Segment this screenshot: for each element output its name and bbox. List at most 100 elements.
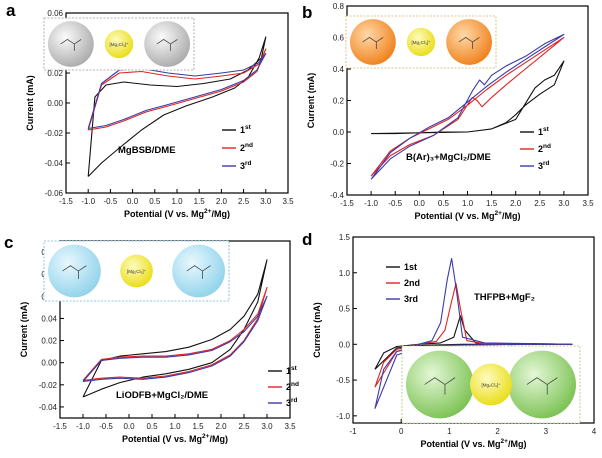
x-tick-label: 3.0: [261, 422, 273, 431]
y-tick-label: 0.02: [47, 69, 63, 78]
inset-schematic: [Mg₂Cl₃]⁺: [345, 15, 497, 69]
cation-label: [Mg₂Cl₃]⁺: [482, 383, 502, 388]
inset-schematic: [Mg₂Cl₃]⁺: [43, 240, 230, 302]
x-tick-label: -1.5: [53, 422, 67, 431]
x-axis-label: Potential (V vs. Mg2+/Mg): [415, 210, 521, 221]
panel-label: c: [4, 233, 13, 252]
y-tick-label: -1.0: [336, 412, 350, 421]
anion-sphere: [508, 350, 576, 419]
y-axis-label: Current (mA): [312, 302, 322, 358]
x-tick-label: -0.5: [388, 199, 402, 208]
x-tick-label: 1.0: [169, 422, 181, 431]
legend-label: 2nd: [240, 142, 253, 153]
x-tick-label: -1.0: [81, 197, 95, 206]
y-tick-label: -0.4: [330, 191, 344, 200]
x-tick-label: 3.0: [260, 197, 272, 206]
x-tick-label: 0.5: [438, 199, 450, 208]
series-line-cycle-2: [87, 48, 267, 131]
y-axis-label: Current (mA): [25, 75, 35, 131]
y-tick-label: 0.4: [333, 65, 345, 74]
legend-label: 2nd: [404, 278, 420, 288]
cation-label: [Mg₂Cl₃]⁺: [110, 42, 130, 47]
cation-sphere: [120, 254, 153, 288]
legend-label: 1st: [286, 365, 298, 376]
x-axis-label: Potential (V vs. Mg2+/Mg): [124, 208, 230, 219]
x-tick-label: 0.0: [127, 197, 139, 206]
anion-sphere: [48, 244, 101, 298]
x-tick-label: 3.0: [558, 199, 570, 208]
series-line-cycle-3: [82, 295, 268, 383]
y-tick-label: -0.06: [45, 189, 64, 198]
y-tick-label: 0.0: [333, 128, 345, 137]
y-tick-label: 1.5: [339, 233, 351, 242]
molecule-sketch: [526, 377, 558, 395]
x-tick-label: 2.0: [510, 199, 522, 208]
molecule-sketch: [60, 39, 82, 51]
legend-label: 2nd: [286, 381, 299, 392]
x-tick-label: 2.0: [216, 197, 228, 206]
panel-a: a -1.5 -1.0 -0.5 0.0 0.5 1.0 1.5 2.0 2.5 3.0 3.5 -0.…: [6, 1, 294, 219]
x-tick-label: -0.5: [104, 197, 118, 206]
x-tick-label: -1: [349, 427, 357, 436]
panel-label: b: [302, 3, 312, 22]
cation-label: [Mg₂Cl₃]⁺: [127, 269, 147, 274]
cation-sphere: [406, 27, 436, 57]
x-tick-label: 1.5: [194, 197, 206, 206]
series-line-cycle-1: [82, 259, 268, 398]
anion-sphere: [406, 350, 474, 419]
molecule-sketch: [186, 265, 211, 279]
series-line-cycle-3: [370, 33, 565, 180]
x-tick-label: 3.5: [582, 199, 594, 208]
anion-sphere: [446, 19, 492, 65]
series-line-cycle-2: [82, 286, 268, 381]
series-line-cycle-1: [87, 36, 267, 177]
panel-c: c -1.5 -1.0 -0.5 0.0 0.5 1.0 1.5 2.0 2.5 3.0 3.5 -0.…: [4, 233, 299, 444]
y-tick-label: 0.02: [41, 337, 57, 346]
x-tick-label: 2.5: [534, 199, 546, 208]
y-tick-label: -0.02: [39, 381, 58, 390]
y-tick-label: -0.04: [39, 403, 58, 412]
x-tick-label: 3.5: [282, 197, 294, 206]
anion-sphere: [172, 244, 226, 298]
x-axis-label: Potential (V vs. Mg2+/Mg): [421, 438, 527, 449]
x-tick-label: -0.5: [99, 422, 113, 431]
chart-annotation: B(Ar)₃+MgCl₂/DME: [406, 152, 491, 163]
y-axis-label: Current (mA): [306, 73, 316, 129]
molecule-sketch: [362, 37, 384, 49]
inset-schematic: [Mg₂Cl₃]⁺: [43, 17, 195, 71]
x-tick-label: 1: [447, 427, 452, 436]
y-tick-label: 0.04: [41, 314, 57, 323]
y-tick-label: 0.00: [47, 99, 63, 108]
x-tick-label: -1.0: [76, 422, 90, 431]
molecule-sketch: [424, 377, 456, 395]
x-tick-label: 1.5: [486, 199, 498, 208]
molecule-sketch: [458, 37, 480, 49]
x-tick-label: -1.5: [59, 197, 73, 206]
y-axis-label: Current (mA): [19, 302, 29, 358]
y-tick-label: 0.00: [41, 359, 57, 368]
cation-sphere: [469, 363, 513, 406]
panel-label: d: [302, 230, 312, 249]
x-tick-label: -1.0: [364, 199, 378, 208]
x-tick-label: 1.5: [192, 422, 204, 431]
panel-d: d -1 0 1 2 3 4 -1.0 -0.5 0.0 0.5 1.0 1.5 Potential (V…: [302, 230, 597, 449]
x-tick-label: 3.5: [284, 422, 296, 431]
legend-label: 3rd: [286, 397, 298, 408]
y-tick-label: 0.8: [333, 2, 345, 11]
cation-sphere: [104, 29, 134, 59]
panel-label: a: [6, 1, 16, 20]
y-tick-label: 0.06: [47, 9, 63, 18]
x-tick-label: 0: [399, 427, 404, 436]
x-tick-label: 4: [592, 427, 597, 436]
x-tick-label: 0.5: [149, 197, 161, 206]
y-tick-label: -0.04: [45, 159, 64, 168]
anion-sphere: [350, 19, 396, 65]
x-tick-label: 2.5: [238, 422, 250, 431]
x-tick-label: 1.0: [171, 197, 183, 206]
y-tick-label: -0.02: [45, 129, 64, 138]
series-line-cycle-2: [370, 36, 565, 177]
x-tick-label: 3: [544, 427, 549, 436]
legend-label: 2nd: [538, 143, 551, 154]
legend-label: 1st: [240, 124, 252, 135]
y-tick-label: -0.5: [336, 376, 350, 385]
